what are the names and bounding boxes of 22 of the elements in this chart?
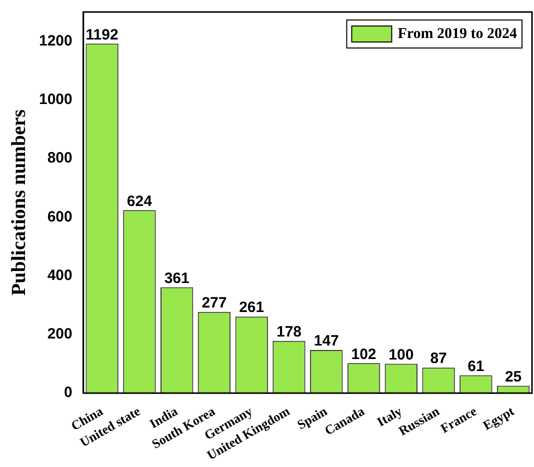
data-label: 147 — [314, 332, 339, 350]
y-tick-label: 600 — [47, 208, 72, 226]
data-label: 100 — [388, 346, 414, 364]
legend-label: From 2019 to 2024 — [398, 26, 518, 42]
data-label: 87 — [430, 350, 447, 368]
data-label: 1192 — [86, 26, 118, 44]
data-label: 361 — [164, 270, 190, 287]
data-label: 61 — [468, 358, 484, 375]
y-axis-title: Publications numbers — [8, 109, 30, 296]
data-label: 25 — [504, 368, 522, 386]
data-label: 277 — [202, 294, 227, 312]
y-tick-label: 800 — [47, 150, 72, 167]
data-label: 178 — [276, 324, 302, 341]
y-tick-label: 1000 — [38, 91, 72, 108]
data-label: 102 — [351, 346, 376, 363]
y-tick-label: 1200 — [38, 32, 72, 50]
data-label: 624 — [126, 192, 153, 210]
data-label: 261 — [239, 299, 264, 316]
y-tick-label: 400 — [47, 266, 72, 284]
y-tick-label: 200 — [47, 326, 72, 343]
y-tick-label: 0 — [64, 384, 72, 402]
x-tick-label: Egypt — [480, 403, 518, 433]
